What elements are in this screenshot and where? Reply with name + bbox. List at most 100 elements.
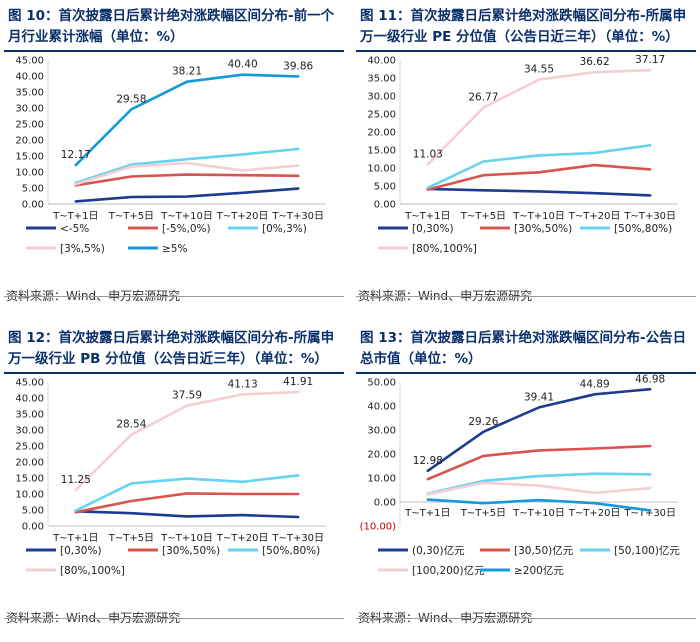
title-divider [4, 50, 344, 52]
chart-title-line-2: 万一级行业 PE 分位值（公告日近三年）（单位：%） [360, 29, 679, 45]
y-tick-label: 10.00 [15, 490, 44, 501]
series-line-30-50 [74, 492, 300, 514]
legend-label: [3%,5%) [60, 243, 105, 255]
y-tick-label: 50.00 [367, 378, 396, 389]
y-tick-label: 30.00 [367, 92, 396, 103]
x-tick-label: T~T+1日 [52, 533, 98, 544]
data-label: 41.91 [283, 376, 313, 388]
chart-title-line-1: 图 11：首次披露日后累计绝对涨跌幅区间分布-所属申 [360, 8, 687, 24]
legend-label: [100,200)亿元 [412, 564, 485, 577]
line-chart: 0.00 5.00 10.00 15.00 20.00 25.00 30.00 35.00 40… [15, 56, 326, 255]
y-tick-label: 20.00 [367, 128, 396, 139]
y-tick-label: 20.00 [367, 450, 396, 461]
chart-title-line-2: 万一级行业 PB 分位值（公告日近三年）（单位：%） [8, 351, 328, 367]
series-line-50-80 [74, 474, 300, 512]
legend-label: [50%,80%) [262, 545, 320, 557]
x-tick-label: T~T+10日 [512, 211, 565, 222]
series-line-50-80 [426, 144, 652, 190]
series-line-0-3 [74, 147, 300, 185]
chart-title-line-1: 图 10：首次披露日后累计绝对涨跌幅区间分布-前一个 [8, 8, 335, 24]
data-label: 39.86 [283, 60, 313, 72]
y-tick-label: 45.00 [15, 56, 44, 67]
data-label: 26.77 [468, 92, 498, 104]
bottom-divider [4, 296, 344, 297]
legend-label: [0,30%) [60, 545, 102, 557]
line-chart: 0.00 5.00 10.00 15.00 20.00 25.00 30.00 35.00 40… [15, 376, 326, 577]
data-label: 39.41 [524, 391, 554, 403]
y-tick-label: 5.00 [22, 184, 44, 195]
legend-label: [30%,50%) [514, 223, 572, 235]
title-divider [356, 50, 696, 52]
legend-label: [0,30%) [412, 223, 454, 235]
y-tick-label: 40.00 [367, 402, 396, 413]
data-label: 40.40 [228, 59, 258, 71]
legend-label: [80%,100%] [60, 565, 125, 577]
legend-label: [50%,80%) [614, 223, 672, 235]
data-label: 44.89 [580, 378, 610, 390]
x-tick-label: T~T+30日 [623, 211, 676, 222]
data-label: 11.03 [413, 148, 443, 160]
chart-title: 图 12：首次披露日后累计绝对涨跌幅区间分布-所属申 万一级行业 PB 分位值（… [8, 328, 340, 370]
data-label: 36.62 [580, 56, 610, 68]
y-tick-label: 5.00 [22, 506, 44, 517]
chart-title-line-2: 总市值（单位：%） [360, 351, 482, 367]
data-label: 12.17 [61, 149, 91, 161]
x-tick-label: T~T+10日 [160, 533, 213, 544]
legend-label: ≥200亿元 [514, 564, 564, 577]
chart-panel-fig10: 图 10：首次披露日后累计绝对涨跌幅区间分布-前一个 月行业累计涨幅（单位：%）… [4, 0, 344, 320]
data-label: 37.59 [172, 390, 202, 402]
y-tick-label: 10.00 [15, 168, 44, 179]
legend-label: [30,50)亿元 [514, 544, 574, 557]
legend-label: [80%,100%] [412, 243, 477, 255]
x-tick-label: T~T+10日 [160, 211, 213, 222]
data-label: 34.55 [524, 64, 554, 76]
legend-label: [0%,3%) [262, 223, 307, 235]
series-line-5 [74, 187, 300, 203]
series-line-0-30 [74, 510, 300, 519]
series-line-3-5 [74, 161, 300, 186]
y-tick-label: 30.00 [15, 104, 44, 115]
chart-title-line-1: 图 12：首次披露日后累计绝对涨跌幅区间分布-所属申 [8, 330, 335, 346]
series-line-200 [426, 498, 652, 512]
series-line-30-50 [426, 163, 652, 191]
data-label: 12.98 [413, 455, 443, 467]
x-tick-label: T~T+5日 [108, 211, 154, 222]
line-chart: 0.00 5.00 10.00 15.00 20.00 25.00 30.00 35.00 40… [367, 54, 678, 255]
x-tick-label: T~T+1日 [404, 211, 450, 222]
x-tick-label: T~T+20日 [216, 211, 269, 222]
chart-title-line-2: 月行业累计涨幅（单位：%） [8, 29, 184, 45]
x-tick-label: T~T+20日 [568, 508, 621, 519]
y-tick-label: 35.00 [15, 88, 44, 99]
x-tick-label: T~T+1日 [52, 211, 98, 222]
line-chart: (10.00) 0.00 10.00 20.00 30.00 40.00 50.00 T~T+… [360, 373, 681, 577]
y-tick-label: 15.00 [367, 146, 396, 157]
y-tick-label: 25.00 [15, 442, 44, 453]
y-tick-label: 40.00 [15, 394, 44, 405]
y-tick-label: 30.00 [367, 426, 396, 437]
chart-panel-fig11: 图 11：首次披露日后累计绝对涨跌幅区间分布-所属申 万一级行业 PE 分位值（… [356, 0, 696, 320]
y-tick-label: (10.00) [360, 522, 397, 533]
y-tick-label: 0.00 [374, 200, 396, 211]
x-tick-label: T~T+1日 [404, 508, 450, 519]
title-divider [4, 372, 344, 374]
y-tick-label: 0.00 [374, 498, 396, 509]
data-label: 46.98 [635, 373, 665, 385]
data-label: 41.13 [228, 378, 258, 390]
series-line-0-30 [426, 387, 652, 473]
chart-title: 图 10：首次披露日后累计绝对涨跌幅区间分布-前一个 月行业累计涨幅（单位：%） [8, 6, 340, 48]
y-tick-label: 45.00 [15, 378, 44, 389]
x-tick-label: T~T+20日 [216, 533, 269, 544]
x-tick-label: T~T+20日 [568, 211, 621, 222]
x-tick-label: T~T+5日 [108, 533, 154, 544]
data-label: 38.21 [172, 66, 202, 78]
data-label: 29.26 [468, 416, 498, 428]
y-tick-label: 40.00 [15, 72, 44, 83]
y-tick-label: 20.00 [15, 136, 44, 147]
series-line-0-30 [426, 187, 652, 197]
data-label: 11.25 [61, 474, 91, 486]
legend-label: [50,100)亿元 [614, 544, 680, 557]
data-label: 29.58 [116, 93, 146, 105]
title-divider [356, 372, 696, 374]
chart-panel-fig13: 图 13：首次披露日后累计绝对涨跌幅区间分布-公告日 总市值（单位：%） (10… [356, 322, 696, 642]
chart-title: 图 13：首次披露日后累计绝对涨跌幅区间分布-公告日 总市值（单位：%） [360, 328, 692, 370]
